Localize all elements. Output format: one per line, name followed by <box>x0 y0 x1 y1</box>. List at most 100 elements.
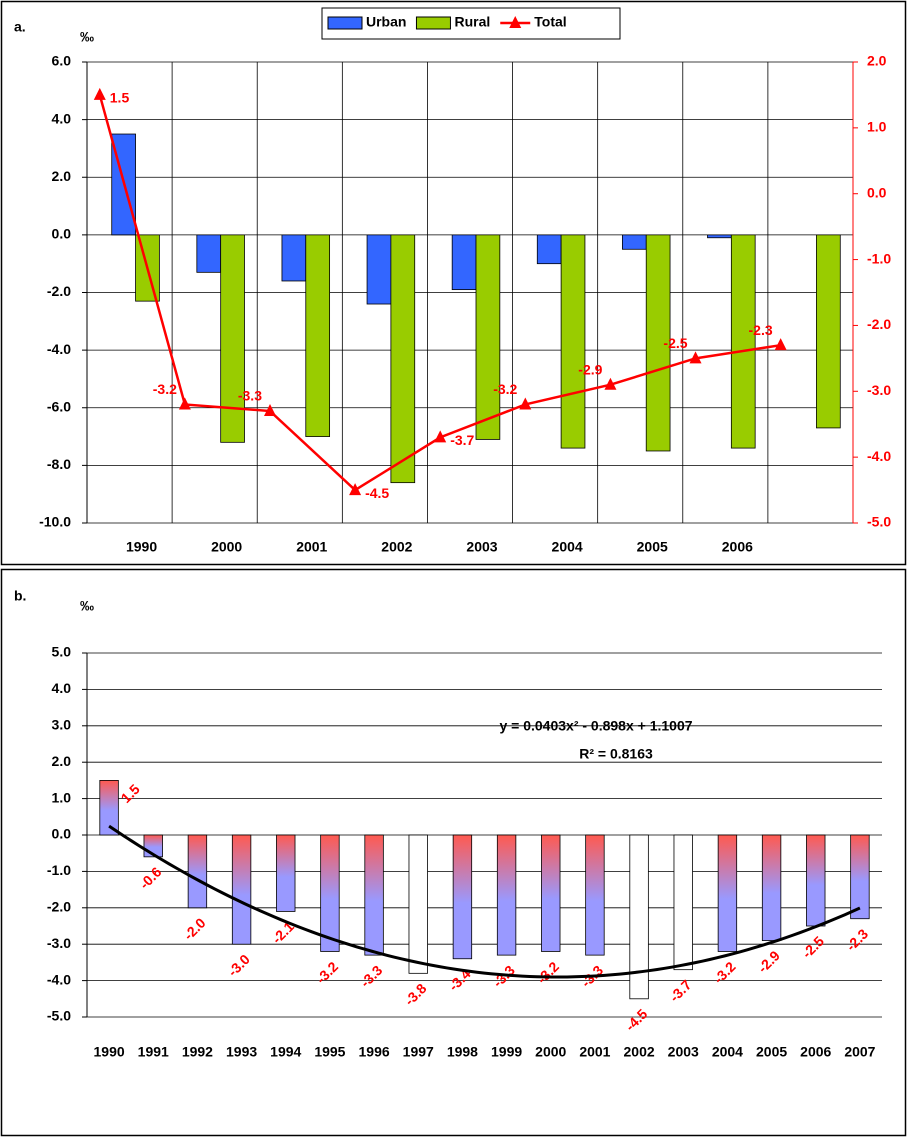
x-tick-label: 1998 <box>447 1044 478 1060</box>
x-tick-label: 2005 <box>756 1044 787 1060</box>
bar <box>673 834 693 971</box>
bar <box>452 834 473 960</box>
y2-tick-label: 2.0 <box>867 53 887 69</box>
data-label: -3.2 <box>313 958 342 987</box>
x-tick-label: 1997 <box>403 1044 434 1060</box>
bar <box>281 234 307 282</box>
legend-label: Rural <box>454 14 490 30</box>
y2-tick-label: -3.0 <box>867 382 891 398</box>
legend-swatch <box>327 16 363 30</box>
x-tick-label: 2002 <box>624 1044 655 1060</box>
x-tick-label: 1991 <box>138 1044 169 1060</box>
data-label: -2.5 <box>663 335 687 351</box>
x-tick-label: 2006 <box>722 539 753 555</box>
legend-swatch <box>415 16 451 30</box>
x-tick-label: 2001 <box>296 539 327 555</box>
data-label: -3.8 <box>401 980 430 1009</box>
bar <box>366 234 392 305</box>
data-label: -3.2 <box>153 381 177 397</box>
bar <box>536 234 562 265</box>
y-tick-label: -5.0 <box>47 1008 71 1024</box>
total-marker <box>689 351 702 364</box>
bar <box>730 234 756 449</box>
x-tick-label: 1994 <box>270 1044 301 1060</box>
x-tick-label: 2004 <box>712 1044 743 1060</box>
total-marker <box>178 397 191 410</box>
total-marker <box>349 483 362 496</box>
bar <box>451 234 477 291</box>
data-label: -4.5 <box>622 1006 651 1035</box>
bar <box>408 834 428 974</box>
y-tick-label: -10.0 <box>39 514 71 530</box>
bar <box>621 234 647 250</box>
legend-box <box>321 7 621 40</box>
y-tick-label: -4.0 <box>47 971 71 987</box>
panel-a-frame <box>0 0 907 566</box>
data-label: -2.0 <box>180 915 209 944</box>
bar <box>816 234 841 429</box>
bar <box>475 234 501 440</box>
legend-label: Urban <box>366 14 406 30</box>
x-tick-label: 2000 <box>211 539 242 555</box>
y-tick-label: 3.0 <box>52 717 72 733</box>
y-tick-label: 4.0 <box>52 110 72 126</box>
data-label: -2.3 <box>749 322 773 338</box>
x-tick-label: 1990 <box>94 1044 125 1060</box>
data-label: 1.5 <box>118 781 143 806</box>
data-label: 1.5 <box>110 90 130 106</box>
bar <box>276 834 296 912</box>
unit-label: ‰ <box>80 598 94 614</box>
y2-tick-label: 0.0 <box>867 184 887 200</box>
bar <box>231 834 252 945</box>
bar <box>717 834 738 952</box>
x-tick-label: 1990 <box>126 539 157 555</box>
bar <box>220 234 245 443</box>
trend-r-squared: R² = 0.8163 <box>579 746 653 762</box>
x-tick-label: 2005 <box>637 539 668 555</box>
bar <box>364 834 384 956</box>
x-tick-label: 2001 <box>579 1044 610 1060</box>
y2-tick-label: -2.0 <box>867 316 891 332</box>
x-tick-label: 2003 <box>668 1044 699 1060</box>
y-tick-label: -2.0 <box>47 899 71 915</box>
panel-label: b. <box>14 588 26 604</box>
y-tick-label: -3.0 <box>47 935 71 951</box>
y-tick-label: 6.0 <box>52 53 72 69</box>
y2-tick-label: -4.0 <box>867 448 891 464</box>
y-tick-label: -1.0 <box>47 862 71 878</box>
bar <box>196 234 222 273</box>
data-label: -3.2 <box>710 958 739 987</box>
data-label: -2.3 <box>843 925 872 954</box>
data-label: -3.3 <box>357 962 386 991</box>
x-tick-label: 2000 <box>535 1044 566 1060</box>
data-label: -0.6 <box>136 864 165 893</box>
total-marker <box>263 404 276 417</box>
x-tick-label: 1999 <box>491 1044 522 1060</box>
y-tick-label: 2.0 <box>52 753 72 769</box>
x-tick-label: 1996 <box>359 1044 390 1060</box>
y-tick-label: 0.0 <box>52 226 72 242</box>
data-label: -2.9 <box>754 947 783 976</box>
bar <box>320 834 340 952</box>
total-marker <box>93 87 106 100</box>
y-tick-label: 2.0 <box>52 168 72 184</box>
bar <box>99 780 119 836</box>
x-tick-label: 1992 <box>182 1044 213 1060</box>
unit-label: ‰ <box>80 29 94 45</box>
y2-tick-label: 1.0 <box>867 119 887 135</box>
total-marker <box>434 430 447 443</box>
bar <box>496 834 517 956</box>
y-tick-label: 1.0 <box>52 789 72 805</box>
total-marker <box>604 377 617 390</box>
y-tick-label: -4.0 <box>47 341 71 357</box>
y-tick-label: -8.0 <box>47 456 71 472</box>
bar <box>305 234 331 437</box>
x-tick-label: 2007 <box>844 1044 875 1060</box>
y-tick-label: 0.0 <box>52 826 72 842</box>
y-tick-label: -6.0 <box>47 398 71 414</box>
bar <box>585 834 605 956</box>
total-marker <box>519 397 532 410</box>
bar <box>850 834 870 920</box>
